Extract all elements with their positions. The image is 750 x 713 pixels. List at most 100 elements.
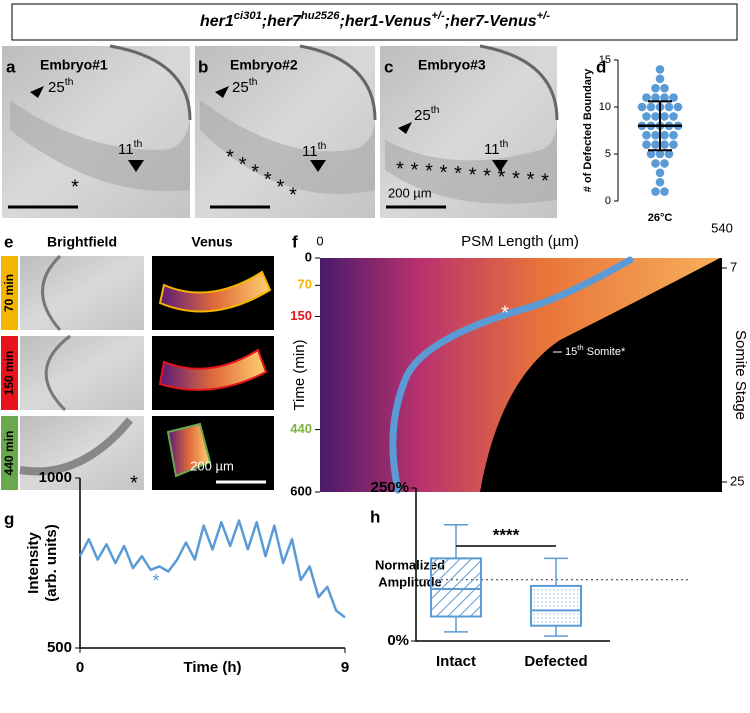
row-label-box [1, 256, 18, 330]
dot [660, 140, 669, 149]
superscript: th [577, 343, 583, 352]
x-tick-label: 540 [711, 220, 733, 235]
row-label-box [1, 336, 18, 410]
text-part: 25 [232, 79, 249, 96]
embryo-shape [200, 100, 375, 194]
somite-label: 15th Somite* [565, 343, 626, 358]
embryo-edge [41, 254, 62, 331]
box [530, 584, 582, 627]
dot [664, 102, 674, 112]
y-tick-label: 15 [599, 54, 611, 66]
y2-tick-label: 7 [730, 259, 737, 274]
y-axis-label: Intensity [25, 532, 42, 594]
text-part: 25 [414, 107, 431, 124]
row-label: 150 min [2, 351, 16, 396]
image [20, 336, 144, 410]
y-tick-label: 10 [599, 101, 611, 113]
asterisk: * [483, 165, 491, 187]
text-part: 25 [48, 79, 65, 96]
dot [646, 102, 656, 112]
y-tick-label: 440 [290, 421, 312, 436]
dot [655, 168, 665, 178]
dot [660, 130, 669, 140]
roi [158, 348, 268, 391]
kymograph [320, 256, 722, 494]
panel-label: d [596, 57, 606, 76]
panel-label: a [6, 57, 16, 76]
dot [660, 187, 669, 196]
embryo-edge [19, 417, 134, 476]
text-part: 11 [118, 141, 134, 158]
figure-title: her1ci301;her7hu2526;her1-Venus+/-;her7-… [200, 10, 550, 30]
asterisk: * [425, 161, 433, 183]
asterisk: * [440, 162, 448, 184]
embryo-shape [385, 120, 557, 204]
asterisk: * [527, 169, 535, 191]
y2-tick-label: 25 [730, 473, 744, 488]
dot [664, 149, 674, 159]
dot [669, 130, 678, 140]
dot [655, 65, 665, 74]
y-tick-label: 500 [47, 639, 72, 656]
embryo-label: Embryo#2 [230, 57, 298, 73]
dot [660, 93, 669, 102]
arrowheads [398, 122, 508, 172]
text-part: 15 [565, 346, 577, 358]
dot [655, 74, 665, 84]
dot [651, 187, 660, 196]
asterisk: * [277, 177, 285, 199]
superscript: +/- [537, 10, 551, 22]
somite-label: 11th [118, 138, 142, 158]
y-tick-label: 5 [605, 148, 611, 160]
asterisk: * [71, 176, 79, 198]
panel-label: c [384, 57, 393, 76]
y2-axis-label: Somite Stage [732, 330, 749, 420]
y-axis-label: Time (min) [291, 339, 308, 410]
x-tick-label: 0 [316, 233, 323, 248]
dot [669, 93, 678, 102]
box [430, 557, 482, 618]
dot [669, 112, 678, 121]
y-tick-label: 150 [290, 308, 312, 323]
dot [655, 149, 665, 159]
superscript: th [431, 104, 440, 116]
panel-label: e [4, 232, 13, 251]
asterisk: * [289, 184, 297, 206]
dot [651, 159, 660, 168]
superscript: th [249, 76, 258, 88]
asterisk: * [498, 167, 506, 189]
error-bar [648, 100, 672, 152]
dot [651, 93, 660, 102]
dot [642, 93, 651, 102]
dot [660, 83, 669, 93]
somite-label: 25th [414, 104, 440, 124]
somite-label: 11th [302, 140, 326, 160]
y-tick-label: 0% [387, 632, 409, 649]
yolk-edge [109, 44, 192, 121]
y-tick-label: 1000 [39, 469, 72, 486]
asterisk: * [501, 302, 509, 324]
dot [673, 102, 683, 112]
text-part: ;her7 [262, 13, 302, 30]
arrowheads [30, 86, 144, 172]
series-line [78, 519, 346, 619]
column-label: Brightfield [47, 234, 117, 250]
superscript: th [134, 138, 143, 150]
text-part: 11 [302, 143, 318, 160]
panel-label: h [370, 507, 380, 526]
dot [660, 159, 669, 168]
dot [651, 130, 660, 140]
text-part: her1 [200, 13, 234, 30]
asterisk: * [251, 161, 259, 183]
x-tick-label: 26°C [648, 212, 673, 224]
text-part: 11 [484, 141, 500, 158]
y-tick-label: 70 [298, 277, 312, 292]
superscript: +/- [431, 10, 445, 22]
asterisk: * [264, 169, 272, 191]
embryo-label: Embryo#3 [418, 57, 486, 73]
somite-label: 25th [232, 76, 258, 96]
dot [642, 112, 651, 121]
dot [660, 112, 669, 121]
arrowheads [215, 86, 326, 172]
